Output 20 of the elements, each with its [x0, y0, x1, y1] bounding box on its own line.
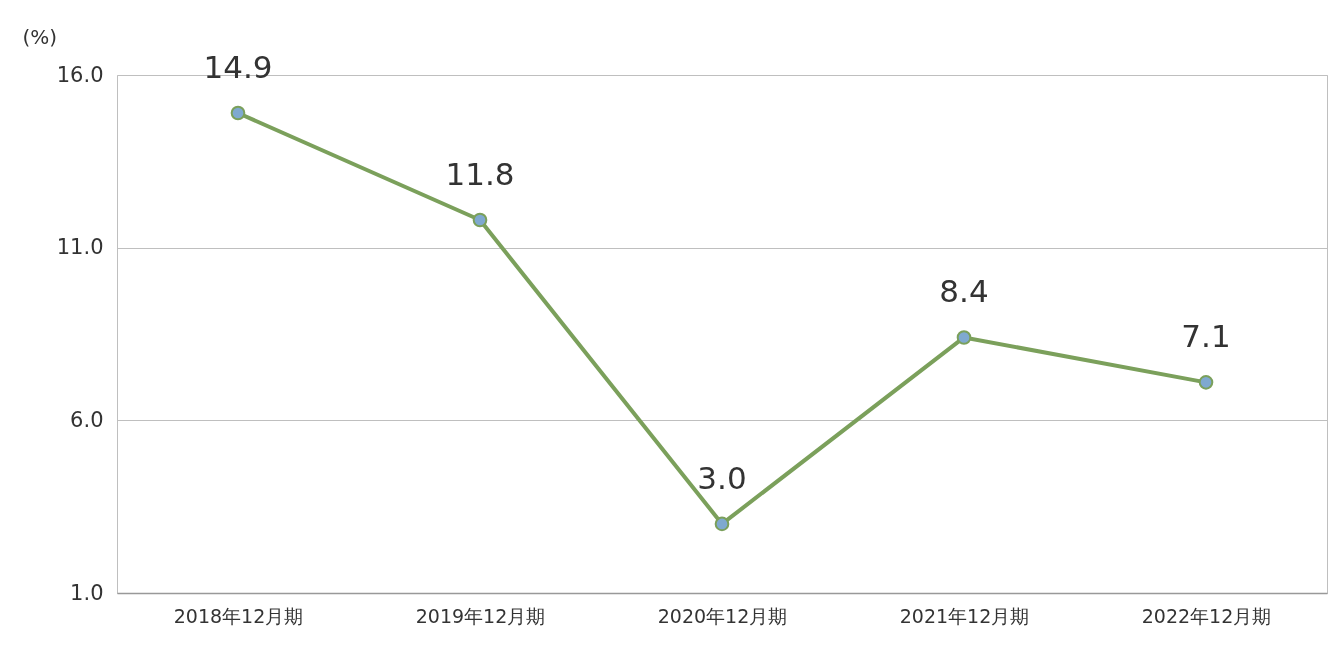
point [1198, 375, 1214, 390]
y-tick-label: 11.0 [56, 235, 104, 260]
data-label: 3.0 [697, 459, 747, 496]
y-tick-label: 6.0 [70, 407, 104, 432]
point [230, 105, 246, 121]
y-axis-title: (%) [22, 24, 58, 49]
y-tick-label: 1.0 [70, 580, 104, 605]
data-label: 8.4 [939, 273, 989, 310]
x-tick-label: 2022年12月期 [1141, 604, 1272, 627]
x-tick-label: 2019年12月期 [415, 604, 546, 627]
data-label: 11.8 [445, 156, 515, 193]
point [472, 212, 488, 228]
point [956, 330, 972, 345]
x-tick-label: 2021年12月期 [899, 604, 1030, 627]
y-tick-label: 16.0 [56, 62, 104, 87]
x-tick-label: 2020年12月期 [657, 604, 788, 627]
data-label: 7.1 [1181, 318, 1231, 355]
x-tick-label: 2018年12月期 [173, 604, 304, 627]
data-label: 14.9 [203, 48, 273, 85]
point [714, 516, 730, 532]
